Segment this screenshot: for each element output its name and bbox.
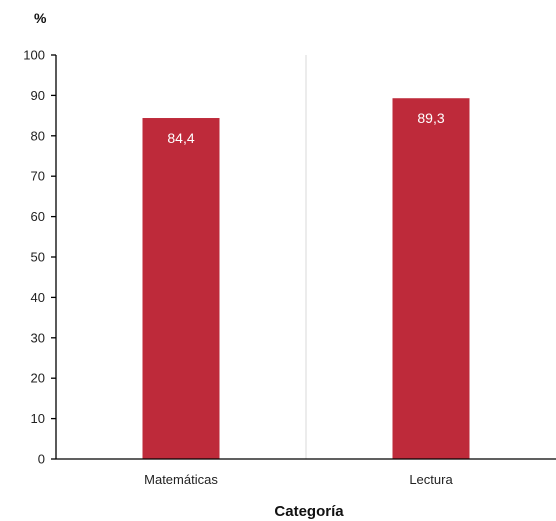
y-axis-ticks: 0 10 20 30 40 50 60 70 80 90 100 — [23, 48, 56, 467]
y-tick-label: 90 — [31, 88, 45, 103]
y-tick-label: 60 — [31, 209, 45, 224]
category-label: Matemáticas — [144, 472, 218, 487]
y-tick-label: 70 — [31, 169, 45, 184]
y-tick-label: 10 — [31, 411, 45, 426]
bar-value-label: 84,4 — [167, 130, 194, 146]
bars: 84,4 89,3 — [142, 98, 470, 460]
y-tick-label: 0 — [38, 452, 45, 467]
y-tick-label: 20 — [31, 371, 45, 386]
y-tick-label: 100 — [23, 48, 45, 63]
y-tick-label: 30 — [31, 330, 45, 345]
y-tick-label: 40 — [31, 290, 45, 305]
y-axis-unit-label: % — [34, 10, 47, 26]
x-axis-title: Categoría — [274, 503, 344, 520]
y-tick-label: 80 — [31, 128, 45, 143]
category-label: Lectura — [409, 472, 453, 487]
y-tick-label: 50 — [31, 250, 45, 265]
bar — [142, 118, 220, 460]
bar — [392, 98, 470, 459]
category-labels: Matemáticas Lectura — [144, 472, 453, 487]
bar-value-label: 89,3 — [417, 110, 444, 126]
